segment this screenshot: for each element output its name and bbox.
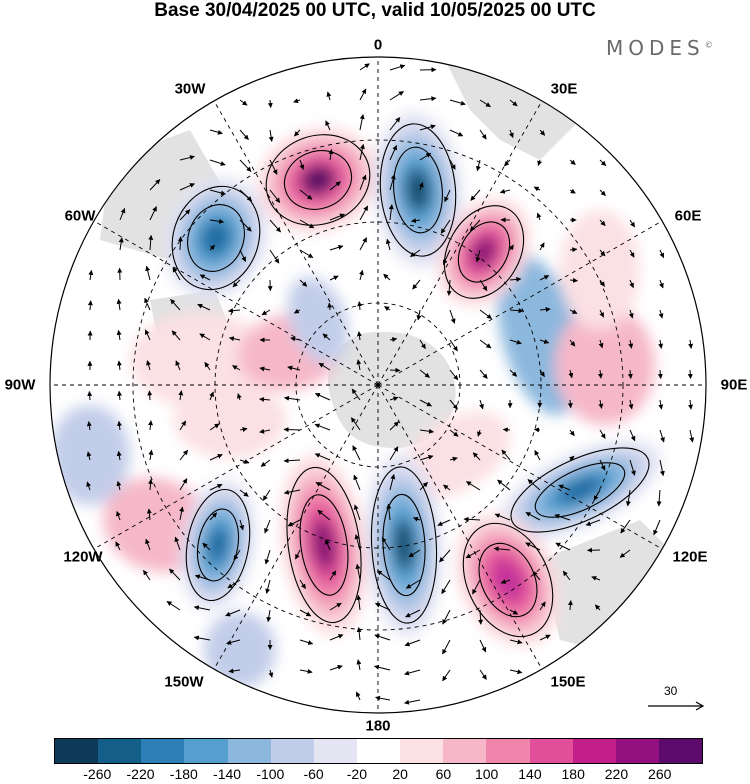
- lon-label-0: 0: [374, 37, 382, 54]
- wind-vector: [503, 429, 510, 430]
- colorbar-swatch: [314, 739, 357, 763]
- lon-label-60e: 60E: [675, 208, 702, 225]
- colorbar-tick-label: 140: [518, 766, 541, 782]
- colorbar-swatch: [616, 739, 659, 763]
- colorbar-swatch: [400, 739, 443, 763]
- lon-label-150w: 150W: [164, 674, 203, 691]
- lon-label-120e: 120E: [672, 549, 707, 566]
- colorbar-swatch: [486, 739, 529, 763]
- colorbar-tick-label: -100: [256, 766, 284, 782]
- colorbar-tick-label: -140: [213, 766, 241, 782]
- colorbar-swatch: [184, 739, 227, 763]
- lon-label-150e: 150E: [550, 674, 585, 691]
- colorbar-swatch: [659, 739, 702, 763]
- colorbar-swatch: [271, 739, 314, 763]
- anomaly-shading: [174, 382, 286, 458]
- colorbar: [54, 738, 703, 764]
- colorbar-tick-label: -60: [303, 766, 323, 782]
- wind-vector: [535, 429, 540, 430]
- lon-label-90w: 90W: [5, 377, 36, 394]
- colorbar-swatch: [573, 739, 616, 763]
- lon-label-30e: 30E: [551, 81, 578, 98]
- anomaly-shading: [560, 210, 640, 330]
- colorbar-tick-label: -180: [170, 766, 198, 782]
- lon-label-90e: 90E: [721, 377, 748, 394]
- lon-label-60w: 60W: [65, 208, 96, 225]
- colorbar-swatch: [443, 739, 486, 763]
- lon-label-30w: 30W: [175, 81, 206, 98]
- colorbar-tick-label: -260: [83, 766, 111, 782]
- colorbar-swatch: [530, 739, 573, 763]
- polar-map: [0, 0, 750, 730]
- colorbar-tick-label: -20: [347, 766, 367, 782]
- colorbar-tick-label: 220: [605, 766, 628, 782]
- colorbar-tick-label: 260: [648, 766, 671, 782]
- colorbar-swatch: [141, 739, 184, 763]
- colorbar-labels: -260 -220 -180 -140 -100 -60 -20 20 60 100 140 180 2…: [0, 766, 750, 784]
- colorbar-swatch: [55, 739, 98, 763]
- wind-vector: [690, 370, 691, 379]
- colorbar-tick-label: 20: [392, 766, 408, 782]
- colorbar-tick-label: 180: [562, 766, 585, 782]
- wind-vector: [180, 237, 181, 250]
- wind-vector: [149, 391, 150, 400]
- colorbar-swatch: [228, 739, 271, 763]
- lon-label-120w: 120W: [63, 549, 102, 566]
- colorbar-swatch: [98, 739, 141, 763]
- reference-vector-arrow-icon: [646, 684, 706, 714]
- colorbar-swatch: [357, 739, 400, 763]
- colorbar-tick-label: 100: [475, 766, 498, 782]
- colorbar-tick-label: -220: [127, 766, 155, 782]
- wind-vector: [390, 370, 400, 371]
- wind-vector: [284, 429, 300, 430]
- wind-vector: [89, 391, 90, 400]
- lon-label-180: 180: [365, 718, 390, 735]
- colorbar-tick-label: 60: [436, 766, 452, 782]
